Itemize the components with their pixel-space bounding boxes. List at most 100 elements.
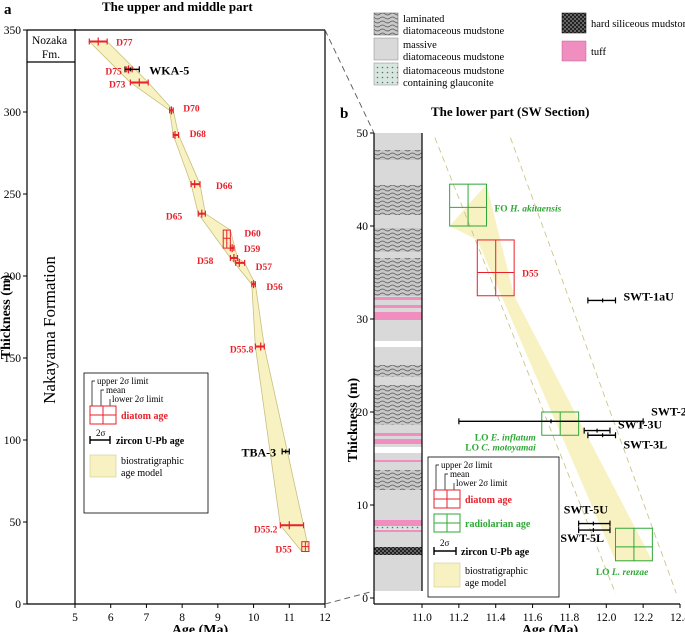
diatom-label-d66: D66 bbox=[216, 182, 233, 192]
zircon-b-label-swt-1au: SWT-1aU bbox=[624, 289, 675, 303]
column-tuff-5 bbox=[374, 439, 422, 444]
connector-top bbox=[324, 29, 375, 134]
panel-b-axes: 0 10 20 30 40 50 11.0 11.2 11.4 11.6 11.8 12.0 12.2 1… bbox=[346, 128, 685, 632]
panel-a-labels: D77 D75 D73 D70 D68 D66 D65 D60 D59 D58 D57 D56 D55.… bbox=[105, 38, 292, 555]
legend-a-pointer-upper bbox=[91, 380, 95, 406]
panel-a-age-model-polygon bbox=[88, 41, 310, 552]
column-siliceous-1 bbox=[374, 547, 422, 555]
litho-massive-line2: diatomaceous mudstone bbox=[403, 52, 505, 63]
zircon-b-label-swt-3l: SWT-3L bbox=[624, 437, 668, 451]
zircon-label-wka-5: WKA-5 bbox=[149, 63, 189, 77]
radiolarian-label-fo-h-akitaensis: FO H. akitaensis bbox=[495, 204, 562, 214]
panel-b-ytick-label-20: 20 bbox=[357, 407, 369, 419]
panel-b-legend: upper 2σ limit mean lower 2σ limit diato… bbox=[427, 456, 560, 598]
litho-glauconite-swatch bbox=[373, 62, 399, 86]
legend-a-box bbox=[83, 372, 209, 514]
panel-b-model-dashed-right bbox=[510, 137, 677, 594]
panel-b-xtick-label-12.2: 12.2 bbox=[633, 612, 653, 624]
column-laminated-1 bbox=[374, 150, 422, 160]
panel-b-model-dashed-left bbox=[434, 137, 616, 594]
column-tuff-2 bbox=[374, 305, 422, 308]
legend-b-model-line2: age model bbox=[465, 578, 507, 589]
diatom-label-d55: D55 bbox=[275, 546, 292, 556]
diatom-label-d68: D68 bbox=[190, 130, 207, 140]
panel-a-ytick-label-350: 350 bbox=[4, 25, 22, 37]
panel-a-xtick-label-9: 9 bbox=[215, 612, 221, 624]
zircon-b-label-swt-2u: SWT-2U bbox=[651, 404, 685, 418]
diatom-label-d55-8: D55.8 bbox=[230, 346, 254, 356]
radiolarian-label-lo2-species: C. motoyamai bbox=[481, 443, 536, 453]
radiolarian-label-lo1-prefix: LO bbox=[475, 433, 491, 443]
radiolarian-label-fo-prefix: FO bbox=[495, 204, 511, 214]
panel-b-ytick-label-50: 50 bbox=[357, 128, 369, 140]
radiolarian-label-lo3-prefix: LO bbox=[596, 568, 612, 578]
legend-b-lower: lower 2σ limit bbox=[456, 478, 508, 488]
diatom-label-d59: D59 bbox=[244, 245, 261, 255]
radiolarian-label-lo3-species: L. renzae bbox=[611, 568, 649, 578]
legend-b-radiolarian-label: radiolarian age bbox=[465, 519, 531, 530]
legend-a-model-swatch bbox=[89, 454, 117, 478]
litho-massive-line1: massive bbox=[403, 40, 437, 51]
zircon-label-tba-3: TBA-3 bbox=[241, 445, 276, 459]
column-tuff-6 bbox=[374, 460, 422, 462]
legend-a-mean: mean bbox=[106, 385, 126, 395]
litho-laminated-line1: laminated bbox=[403, 14, 445, 25]
radiolarian-label-lo-e-inflatum: LO E. inflatum bbox=[475, 433, 536, 443]
radiolarian-label-lo-c-motoyamai: LO C. motoyamai bbox=[465, 443, 536, 453]
legend-a-model-line1: biostratigraphic bbox=[121, 456, 184, 467]
diatom-label-d65: D65 bbox=[166, 213, 183, 223]
litho-siliceous-swatch bbox=[561, 12, 587, 34]
legend-b-upper: upper 2σ limit bbox=[441, 460, 493, 470]
panel-b-letter: b bbox=[340, 106, 348, 122]
panel-b-xtick-label-11.6: 11.6 bbox=[523, 612, 543, 624]
panel-a-ytick-label-250: 250 bbox=[4, 189, 22, 201]
column-laminated-3 bbox=[374, 228, 422, 252]
radiolarian-label-lo1-species: E. inflatum bbox=[490, 433, 536, 443]
panel-a-xtick-label-5: 5 bbox=[72, 612, 78, 624]
panel-a-title: The upper and middle part bbox=[102, 0, 253, 14]
litho-tuff-swatch bbox=[561, 40, 587, 62]
column-laminated-4 bbox=[374, 258, 422, 296]
radiolarian-label-lo2-prefix: LO bbox=[465, 443, 481, 453]
panel-b-title: The lower part (SW Section) bbox=[431, 104, 589, 119]
panel-a-ytick-label-150: 150 bbox=[4, 353, 22, 365]
panel-b-xtick-label-11: 11.0 bbox=[412, 612, 432, 624]
panel-a-ytick-label-100: 100 bbox=[4, 435, 22, 447]
litho-tuff-label: tuff bbox=[591, 47, 606, 58]
formation-nozaka: Nozaka Fm. bbox=[32, 35, 70, 61]
panel-b-age-model bbox=[434, 137, 677, 594]
panel-a-xtick-label-8: 8 bbox=[179, 612, 185, 624]
panel-a-ytick-label-0: 0 bbox=[15, 599, 21, 611]
panel-a-ytick-label-50: 50 bbox=[10, 517, 22, 529]
panel-a-xtick-label-11: 11 bbox=[284, 612, 295, 624]
legend-b-diatom-label: diatom age bbox=[465, 495, 513, 506]
panel-a-xtick-label-10: 10 bbox=[248, 612, 260, 624]
column-laminated-2 bbox=[374, 185, 422, 215]
zircon-b-label-swt-5u: SWT-5U bbox=[564, 503, 609, 517]
panel-a-xtick-label-6: 6 bbox=[108, 612, 114, 624]
litho-laminated-swatch bbox=[373, 12, 399, 36]
panel-b-xtick-label-11.2: 11.2 bbox=[449, 612, 469, 624]
panel-b-ytick-label-10: 10 bbox=[357, 500, 369, 512]
litho-glauconite-line1: diatomaceous mudstone bbox=[403, 66, 505, 77]
column-laminated-7 bbox=[374, 470, 422, 490]
panel-a-age-model bbox=[88, 41, 310, 552]
legend-b-model-label: biostratigraphic age model bbox=[465, 566, 530, 589]
litho-laminated-line2: diatomaceous mudstone bbox=[403, 26, 505, 37]
panel-b-marks bbox=[449, 183, 653, 562]
panel-a-legend: upper 2σ limit mean lower 2σ limit diato… bbox=[83, 372, 209, 514]
formation-nozaka-name: Nozaka bbox=[32, 35, 67, 47]
legend-b-model-swatch bbox=[433, 562, 461, 588]
radiolarian-label-lo-l-renzae: LO L. renzae bbox=[596, 568, 649, 578]
legend-b-pointer-upper bbox=[435, 464, 439, 490]
strat-column bbox=[374, 133, 423, 591]
diatom-label-d70: D70 bbox=[183, 104, 200, 114]
panel-a-ytick-label-300: 300 bbox=[4, 107, 22, 119]
lithology-legend: laminated diatomaceous mudstone massive … bbox=[373, 12, 685, 89]
legend-b-sigma: 2σ bbox=[440, 538, 450, 548]
panel-a-ytick-label-200: 200 bbox=[4, 271, 22, 283]
column-glauconite-1 bbox=[374, 526, 422, 530]
litho-massive-label: massive diatomaceous mudstone bbox=[403, 40, 505, 63]
legend-a-sigma: 2σ bbox=[96, 428, 106, 438]
